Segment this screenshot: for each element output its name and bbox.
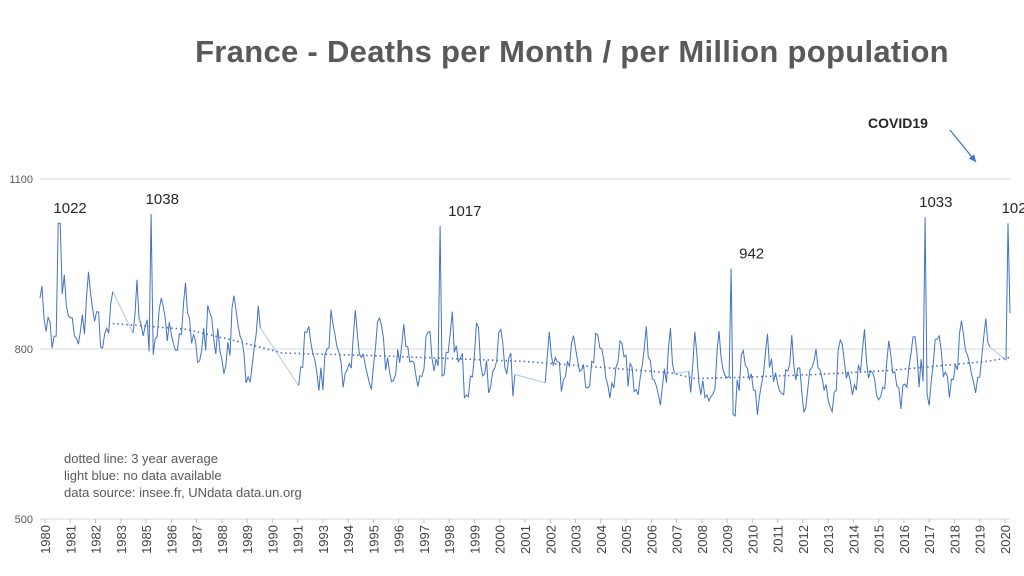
- y-axis: 500 800 1100: [9, 174, 33, 526]
- x-tick-label: 2004: [594, 525, 609, 554]
- annotations: 1022 1038 1017 942 1033 1022 COVID19: [53, 115, 1024, 263]
- no-data-connector: [674, 370, 689, 375]
- covid-arrow: [949, 129, 977, 163]
- series-segment: [132, 214, 261, 384]
- annotation-peak: 1033: [919, 194, 952, 211]
- series-segment: [1005, 223, 1011, 361]
- note-no-data: light blue: no data available: [64, 468, 222, 483]
- x-tick-label: 1997: [417, 525, 432, 554]
- annotation-peak: 1022: [53, 200, 86, 217]
- y-tick-label: 800: [15, 344, 33, 356]
- annotation-peak: 942: [739, 246, 764, 263]
- x-tick-label: 1982: [89, 525, 104, 554]
- notes: dotted line: 3 year average light blue: …: [64, 450, 302, 501]
- x-tick-label: 2002: [543, 525, 558, 554]
- x-tick-label: 2011: [771, 525, 786, 553]
- x-tick-label: 1983: [114, 525, 129, 554]
- x-tick-label: 1985: [139, 525, 154, 554]
- y-tick-label: 500: [15, 514, 33, 526]
- monthly-series: [39, 214, 1011, 417]
- x-tick-label: 1996: [392, 525, 407, 554]
- series-segment: [39, 222, 114, 349]
- note-average: dotted line: 3 year average: [64, 451, 218, 466]
- x-tick-label: 1986: [164, 525, 179, 554]
- x-tick-label: 2012: [796, 525, 811, 554]
- annotation-peak: 1022: [1002, 200, 1024, 217]
- x-tick-label: 2016: [897, 525, 912, 554]
- annotation-peak: 1038: [146, 191, 179, 208]
- x-tick-label: 2015: [872, 525, 887, 554]
- x-tick-label: 2001: [518, 525, 533, 554]
- x-tick-label: 1993: [316, 525, 331, 554]
- y-tick-label: 1100: [9, 174, 33, 186]
- average-line: [112, 322, 1011, 380]
- annotation-peak: 1017: [448, 203, 481, 220]
- series-segment: [688, 216, 991, 417]
- annotation-covid: COVID19: [868, 115, 928, 131]
- x-tick-label: 2017: [922, 525, 937, 554]
- x-tick-label: 2000: [493, 525, 508, 554]
- x-tick-label: 1998: [442, 525, 457, 554]
- no-data-connector: [514, 374, 546, 384]
- x-tick-label: 1991: [291, 525, 306, 554]
- x-tick-label: 1995: [366, 525, 381, 554]
- x-tick-label: 2005: [619, 525, 634, 554]
- x-tick-label: 1990: [265, 525, 280, 554]
- chart-title: France - Deaths per Month / per Million …: [195, 34, 949, 69]
- no-data-segments: [112, 291, 1007, 386]
- x-tick-label: 1981: [63, 525, 78, 554]
- average-line-path: [112, 322, 1011, 380]
- series-segment: [544, 326, 675, 406]
- x-tick-label: 2006: [644, 525, 659, 554]
- x-tick-label: 2008: [695, 525, 710, 554]
- x-tick-label: 1987: [190, 525, 205, 554]
- x-tick-label: 2003: [569, 525, 584, 554]
- x-tick-label: 2018: [947, 525, 962, 554]
- x-tick-label: 1980: [38, 525, 53, 554]
- x-tick-label: 1999: [467, 525, 482, 554]
- x-tick-label: 2019: [973, 525, 988, 554]
- x-axis: 1980 1981 1982 1983 1985 1986 1987 1988 1989 1990…: [38, 519, 1013, 554]
- x-tick-label: 1989: [240, 525, 255, 554]
- x-tick-label: 1994: [341, 525, 356, 554]
- x-tick-label: 2020: [998, 525, 1013, 554]
- x-tick-label: 2010: [745, 525, 760, 554]
- x-tick-label: 1988: [215, 525, 230, 554]
- x-tick-label: 2013: [821, 525, 836, 554]
- series-segment: [298, 225, 516, 400]
- no-data-connector: [112, 291, 134, 334]
- x-tick-label: 2009: [720, 525, 735, 554]
- x-tick-label: 2007: [670, 525, 685, 554]
- x-tick-label: 2014: [846, 525, 861, 554]
- no-data-connector: [259, 327, 300, 386]
- note-source: data source: insee.fr, UNdata data.un.or…: [64, 485, 302, 500]
